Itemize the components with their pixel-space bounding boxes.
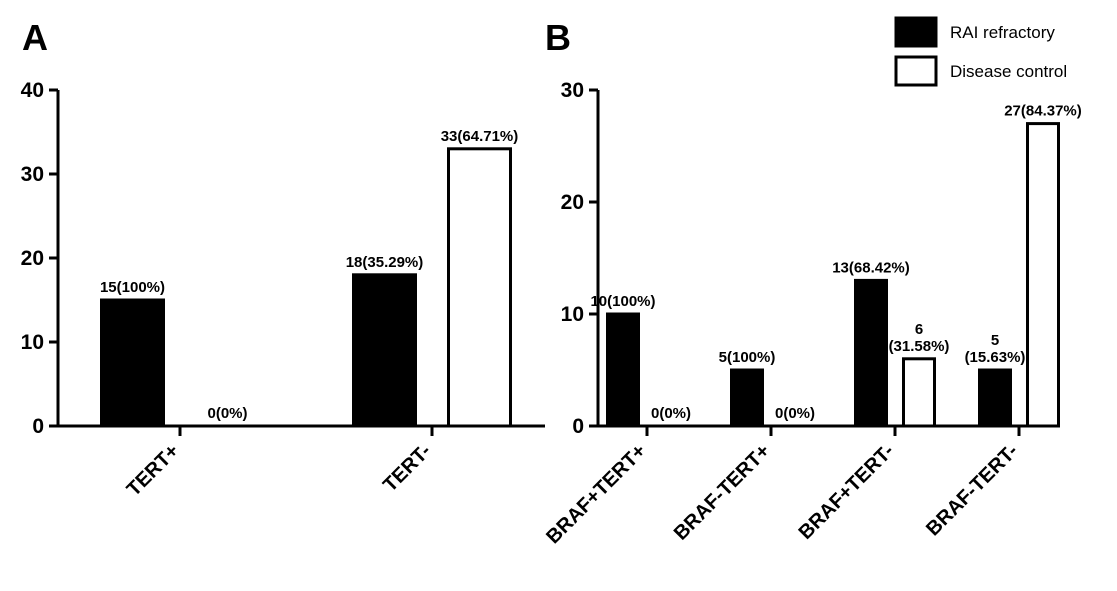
y-tick-label: 40 xyxy=(21,79,44,102)
data-label: 0(0%) xyxy=(207,405,247,422)
data-label: 18(35.29%) xyxy=(346,254,424,271)
panel-a: A 0 10 20 30 40 15(100%) 0(0%) TERT+ 18(35.29%) 33… xyxy=(21,17,545,501)
y-tick-label: 20 xyxy=(21,247,44,270)
x-category-label: TERT- xyxy=(379,440,435,496)
panel-letter: B xyxy=(545,17,571,58)
bar-rai-refractory xyxy=(352,273,417,428)
x-category-label: BRAF-TERT+ xyxy=(670,440,775,545)
y-tick-label: 10 xyxy=(561,303,584,326)
y-tick-label: 10 xyxy=(21,331,44,354)
y-tick-label: 0 xyxy=(572,415,584,438)
bar-disease-control xyxy=(1026,122,1060,428)
bar-rai-refractory xyxy=(978,368,1012,428)
bar-disease-control xyxy=(902,357,936,428)
x-category-label: BRAF+TERT- xyxy=(795,440,899,544)
data-label: 0(0%) xyxy=(651,405,691,422)
x-category-label: BRAF-TERT- xyxy=(922,440,1022,540)
legend-swatch-rai-refractory xyxy=(894,16,938,48)
data-label: 13(68.42%) xyxy=(832,259,910,276)
y-tick-label: 20 xyxy=(561,191,584,214)
data-label: 6 (31.58%) xyxy=(889,321,950,355)
x-category-label: TERT+ xyxy=(123,440,184,501)
data-label: 5 (15.63%) xyxy=(965,332,1026,366)
y-tick-label: 0 xyxy=(32,415,44,438)
x-category-label: BRAF+TERT+ xyxy=(542,440,650,548)
data-label: 10(100%) xyxy=(590,293,655,310)
data-label: 0(0%) xyxy=(775,405,815,422)
panel-letter: A xyxy=(22,17,48,58)
legend: RAI refractory Disease control xyxy=(894,16,1067,87)
y-tick-label: 30 xyxy=(561,79,584,102)
bar-rai-refractory xyxy=(854,278,888,428)
data-label: 15(100%) xyxy=(100,279,165,296)
legend-label: Disease control xyxy=(950,62,1067,81)
data-label: 33(64.71%) xyxy=(441,128,519,145)
bar-rai-refractory xyxy=(606,312,640,428)
legend-swatch-disease-control xyxy=(894,55,938,87)
panel-b: B 0 10 20 30 10(100%) 0(0%) BRAF+TERT+ 5(100%) 0(… xyxy=(542,17,1082,548)
data-label: 5(100%) xyxy=(719,349,776,366)
bar-rai-refractory xyxy=(100,298,165,428)
y-tick-label: 30 xyxy=(21,163,44,186)
legend-label: RAI refractory xyxy=(950,23,1055,42)
bar-rai-refractory xyxy=(730,368,764,428)
data-label: 27(84.37%) xyxy=(1004,103,1082,120)
bar-disease-control xyxy=(447,147,512,428)
